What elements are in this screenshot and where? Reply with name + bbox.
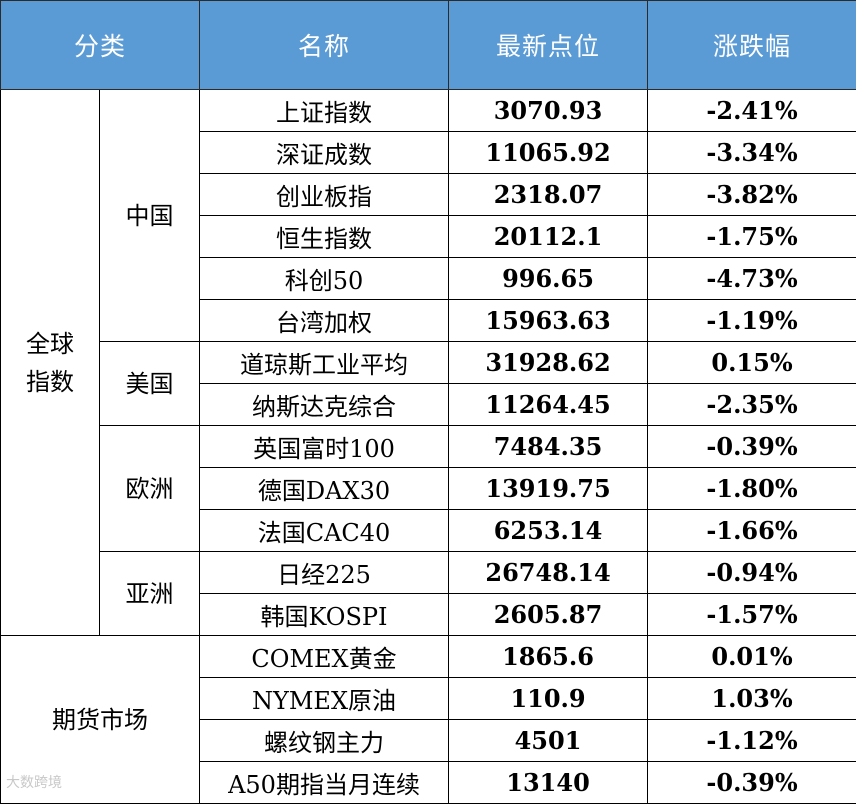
- index-value: 996.65: [449, 258, 648, 300]
- index-change: 0.01%: [648, 636, 856, 678]
- index-name: 德国DAX30: [200, 468, 449, 510]
- index-change: -2.35%: [648, 384, 856, 426]
- index-value: 26748.14: [449, 552, 648, 594]
- index-change: -1.57%: [648, 594, 856, 636]
- index-value: 31928.62: [449, 342, 648, 384]
- index-value: 110.9: [449, 678, 648, 720]
- index-name: 纳斯达克综合: [200, 384, 449, 426]
- header-change: 涨跌幅: [648, 1, 856, 90]
- index-name: 螺纹钢主力: [200, 720, 449, 762]
- index-name: 深证成数: [200, 132, 449, 174]
- index-change: -1.66%: [648, 510, 856, 552]
- index-name: 台湾加权: [200, 300, 449, 342]
- index-change: 1.03%: [648, 678, 856, 720]
- index-change: -1.75%: [648, 216, 856, 258]
- subgroup-china: 中国: [100, 90, 200, 342]
- table-row: 欧洲 英国富时100 7484.35 -0.39%: [1, 426, 856, 468]
- index-value: 2605.87: [449, 594, 648, 636]
- index-change: -3.34%: [648, 132, 856, 174]
- index-name: 上证指数: [200, 90, 449, 132]
- header-row: 分类 名称 最新点位 涨跌幅: [1, 1, 856, 90]
- index-change: 0.15%: [648, 342, 856, 384]
- index-name: 道琼斯工业平均: [200, 342, 449, 384]
- index-value: 11264.45: [449, 384, 648, 426]
- watermark: 大数跨境: [6, 772, 62, 792]
- index-value: 4501: [449, 720, 648, 762]
- index-value: 13140: [449, 762, 648, 804]
- index-value: 13919.75: [449, 468, 648, 510]
- header-latest: 最新点位: [449, 1, 648, 90]
- header-name: 名称: [200, 1, 449, 90]
- index-change: -0.94%: [648, 552, 856, 594]
- index-name: 韩国KOSPI: [200, 594, 449, 636]
- index-change: -3.82%: [648, 174, 856, 216]
- subgroup-europe: 欧洲: [100, 426, 200, 552]
- index-value: 3070.93: [449, 90, 648, 132]
- table-row: 期货市场 COMEX黄金 1865.6 0.01%: [1, 636, 856, 678]
- index-change: -2.41%: [648, 90, 856, 132]
- index-change: -1.19%: [648, 300, 856, 342]
- index-value: 20112.1: [449, 216, 648, 258]
- table-row: 全球 指数 中国 上证指数 3070.93 -2.41%: [1, 90, 856, 132]
- index-value: 11065.92: [449, 132, 648, 174]
- index-value: 1865.6: [449, 636, 648, 678]
- table-row: 亚洲 日经225 26748.14 -0.94%: [1, 552, 856, 594]
- index-name: COMEX黄金: [200, 636, 449, 678]
- index-value: 2318.07: [449, 174, 648, 216]
- index-name: A50期指当月连续: [200, 762, 449, 804]
- index-name: 日经225: [200, 552, 449, 594]
- index-change: -0.39%: [648, 426, 856, 468]
- index-change: -1.80%: [648, 468, 856, 510]
- index-name: NYMEX原油: [200, 678, 449, 720]
- header-category: 分类: [1, 1, 200, 90]
- group-global-indices: 全球 指数: [1, 90, 100, 636]
- index-change: -4.73%: [648, 258, 856, 300]
- index-value: 6253.14: [449, 510, 648, 552]
- subgroup-usa: 美国: [100, 342, 200, 426]
- index-name: 法国CAC40: [200, 510, 449, 552]
- index-name: 英国富时100: [200, 426, 449, 468]
- index-name: 科创50: [200, 258, 449, 300]
- index-name: 创业板指: [200, 174, 449, 216]
- index-change: -0.39%: [648, 762, 856, 804]
- index-name: 恒生指数: [200, 216, 449, 258]
- subgroup-asia: 亚洲: [100, 552, 200, 636]
- table-row: 美国 道琼斯工业平均 31928.62 0.15%: [1, 342, 856, 384]
- index-value: 7484.35: [449, 426, 648, 468]
- index-change: -1.12%: [648, 720, 856, 762]
- index-value: 15963.63: [449, 300, 648, 342]
